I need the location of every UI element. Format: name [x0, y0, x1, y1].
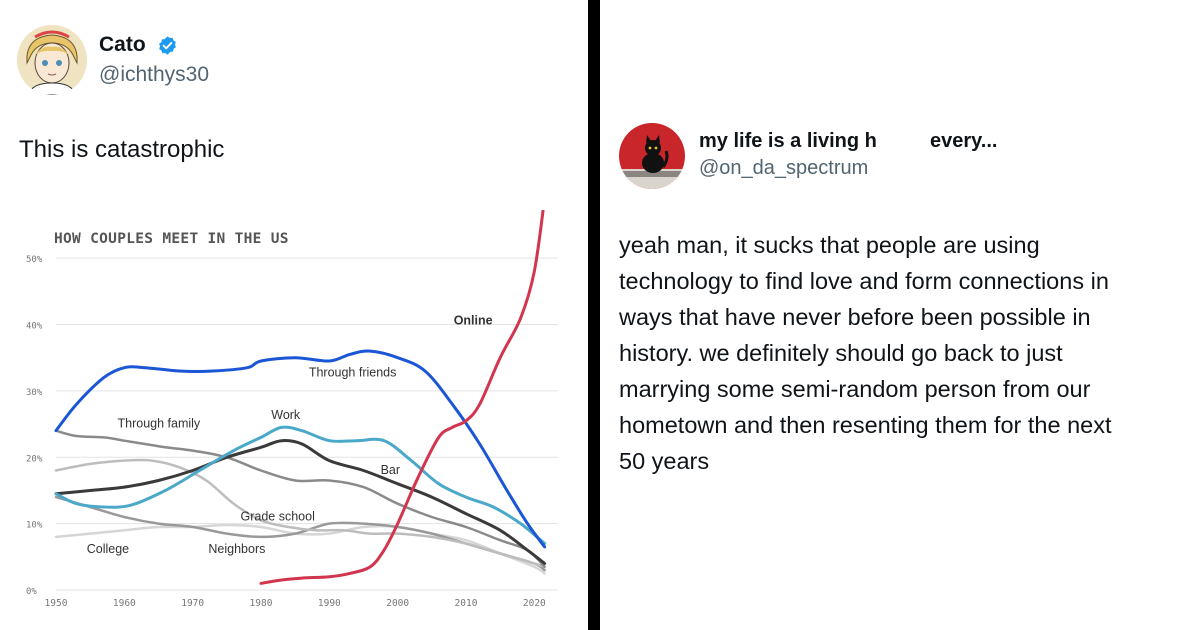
- series-label: Neighbors: [208, 542, 265, 556]
- left-tweet-panel: Cato @ichthys30 This is catastrophic HOW…: [0, 0, 588, 630]
- reply-avatar[interactable]: [619, 123, 685, 189]
- series-line-neighbors: [54, 523, 546, 575]
- series-line-grade-school: [54, 458, 546, 569]
- right-tweet-panel: my life is a living h every... @on_da_sp…: [600, 0, 1200, 630]
- grid-lines: [56, 257, 558, 591]
- series-labels: Online Through friends Work Through family B…: [87, 314, 493, 556]
- reply-author-name[interactable]: my life is a living h: [699, 130, 877, 153]
- x-tick-label: 1950: [45, 598, 68, 609]
- x-tick-label: 2000: [386, 598, 409, 609]
- reply-text-line: history. we definitely should go back to…: [619, 340, 1063, 366]
- series-line-through-family: [54, 429, 546, 569]
- series-line-bar: [54, 438, 547, 565]
- series-label: Online: [454, 314, 493, 328]
- author-handle[interactable]: @ichthys30: [99, 63, 210, 86]
- reply-text-line: 50 years: [619, 448, 710, 474]
- chart-title: HOW COUPLES MEET IN THE US: [54, 231, 289, 247]
- y-axis-ticks: 0% 10% 20% 30% 40% 50%: [26, 255, 43, 597]
- x-tick-label: 1970: [181, 598, 204, 609]
- series-label: Grade school: [241, 509, 315, 523]
- y-tick-label: 10%: [26, 521, 43, 531]
- tweet-text: This is catastrophic: [19, 136, 225, 163]
- verified-badge-icon: [159, 36, 176, 55]
- x-axis-ticks: 1950 1960 1970 1980 1990 2000 2010 2020: [45, 598, 546, 609]
- reply-author-name-suffix: every...: [930, 130, 998, 152]
- series-lines: [54, 210, 547, 585]
- y-tick-label: 30%: [26, 388, 43, 398]
- cato-avatar[interactable]: [17, 25, 87, 95]
- series-line-work: [54, 425, 547, 545]
- series-line-through-friends: [54, 349, 547, 549]
- y-tick-label: 20%: [26, 454, 43, 464]
- reply-author-handle[interactable]: @on_da_spectrum: [699, 157, 869, 179]
- series-label: Through friends: [309, 365, 397, 379]
- y-tick-label: 40%: [26, 322, 43, 332]
- couples-meet-chart: HOW COUPLES MEET IN THE US 0% 10% 20% 30% 40…: [26, 210, 558, 609]
- x-tick-label: 1960: [113, 598, 136, 609]
- series-label: College: [87, 542, 129, 556]
- reply-text-line: ways that have never before been possibl…: [619, 304, 1091, 330]
- anime-portrait-icon: [17, 25, 87, 95]
- author-name[interactable]: Cato: [99, 33, 146, 57]
- author-name-text: Cato: [99, 33, 146, 56]
- panel-divider: [588, 0, 600, 630]
- x-tick-label: 1990: [318, 598, 341, 609]
- x-tick-label: 2020: [523, 598, 546, 609]
- x-tick-label: 2010: [455, 598, 478, 609]
- reply-author-name-text: my life is a living h: [699, 130, 877, 152]
- series-label: Bar: [381, 463, 400, 477]
- reply-text-line: marrying some semi-random person from ou…: [619, 376, 1091, 402]
- series-line-online: [259, 210, 545, 585]
- series-label: Work: [271, 408, 301, 422]
- reply-text: yeah man, it sucks that people are using…: [619, 227, 1112, 479]
- y-tick-label: 0%: [26, 587, 37, 597]
- series-line-college: [54, 495, 546, 572]
- reply-text-line: yeah man, it sucks that people are using: [619, 232, 1040, 258]
- reply-text-line: technology to find love and form connect…: [619, 268, 1109, 294]
- black-cat-icon: [619, 123, 685, 189]
- y-tick-label: 50%: [26, 255, 43, 265]
- x-tick-label: 1980: [250, 598, 273, 609]
- series-label: Through family: [118, 416, 201, 430]
- reply-text-line: hometown and then resenting them for the…: [619, 412, 1112, 438]
